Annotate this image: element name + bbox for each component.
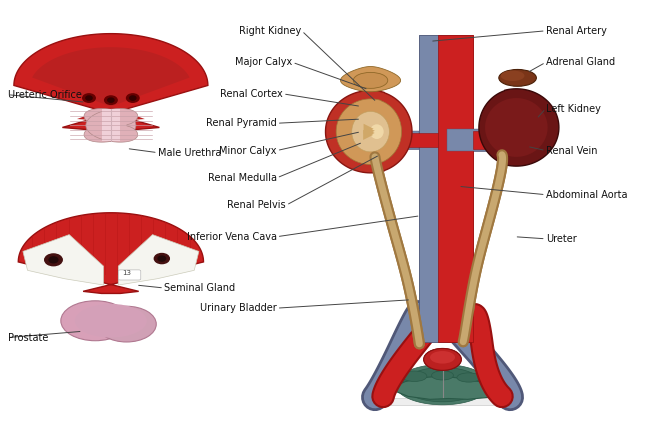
Polygon shape bbox=[364, 128, 375, 138]
Ellipse shape bbox=[370, 124, 384, 139]
Polygon shape bbox=[380, 131, 419, 149]
Text: Right Kidney: Right Kidney bbox=[239, 26, 302, 36]
Text: Abdominal Aorta: Abdominal Aorta bbox=[546, 190, 627, 200]
Polygon shape bbox=[23, 235, 103, 285]
Polygon shape bbox=[32, 47, 190, 121]
Polygon shape bbox=[419, 35, 447, 342]
Text: Major Calyx: Major Calyx bbox=[235, 58, 292, 67]
Text: Inferior Vena Cava: Inferior Vena Cava bbox=[186, 232, 277, 242]
Polygon shape bbox=[419, 35, 447, 342]
Ellipse shape bbox=[457, 373, 481, 382]
Text: Ureter: Ureter bbox=[546, 234, 577, 244]
Circle shape bbox=[83, 94, 95, 102]
Ellipse shape bbox=[430, 351, 455, 364]
Text: Renal Medulla: Renal Medulla bbox=[208, 173, 277, 183]
Text: Minor Calyx: Minor Calyx bbox=[219, 146, 277, 156]
Text: Urinary Bladder: Urinary Bladder bbox=[200, 303, 277, 313]
Ellipse shape bbox=[501, 71, 524, 81]
Circle shape bbox=[158, 256, 166, 261]
Circle shape bbox=[45, 254, 62, 266]
Circle shape bbox=[104, 96, 117, 104]
Polygon shape bbox=[363, 130, 373, 140]
Polygon shape bbox=[402, 368, 482, 402]
Text: Left Kidney: Left Kidney bbox=[546, 104, 600, 113]
Ellipse shape bbox=[97, 306, 156, 342]
Text: Ureteric Orifice: Ureteric Orifice bbox=[8, 90, 81, 100]
Polygon shape bbox=[377, 133, 437, 148]
Ellipse shape bbox=[353, 72, 388, 88]
Ellipse shape bbox=[424, 349, 461, 371]
Polygon shape bbox=[118, 235, 199, 285]
Polygon shape bbox=[101, 110, 120, 141]
Text: Renal Vein: Renal Vein bbox=[546, 146, 597, 156]
Polygon shape bbox=[373, 398, 511, 406]
Polygon shape bbox=[390, 376, 499, 399]
Text: Renal Artery: Renal Artery bbox=[546, 26, 607, 36]
Polygon shape bbox=[364, 124, 373, 134]
Circle shape bbox=[130, 96, 136, 100]
Text: Seminal Gland: Seminal Gland bbox=[164, 283, 235, 293]
Polygon shape bbox=[365, 126, 375, 136]
Polygon shape bbox=[395, 365, 490, 405]
Polygon shape bbox=[437, 35, 473, 342]
Polygon shape bbox=[14, 34, 208, 132]
Text: Renal Cortex: Renal Cortex bbox=[220, 89, 283, 99]
Polygon shape bbox=[18, 213, 203, 294]
Text: Adrenal Gland: Adrenal Gland bbox=[546, 58, 615, 67]
Circle shape bbox=[49, 257, 58, 263]
Text: Prostate: Prostate bbox=[8, 332, 48, 343]
Ellipse shape bbox=[430, 351, 455, 364]
Polygon shape bbox=[341, 66, 401, 92]
Polygon shape bbox=[84, 109, 136, 142]
Text: Renal Pyramid: Renal Pyramid bbox=[206, 118, 277, 128]
Ellipse shape bbox=[424, 349, 461, 371]
Polygon shape bbox=[473, 131, 496, 149]
Ellipse shape bbox=[432, 371, 453, 380]
Ellipse shape bbox=[75, 304, 147, 338]
Text: Male Urethra: Male Urethra bbox=[158, 148, 221, 158]
Polygon shape bbox=[378, 131, 419, 149]
Polygon shape bbox=[437, 35, 473, 342]
Polygon shape bbox=[86, 109, 138, 142]
Text: Renal Pelvis: Renal Pelvis bbox=[228, 200, 286, 210]
Circle shape bbox=[154, 253, 170, 264]
Polygon shape bbox=[479, 89, 559, 166]
Circle shape bbox=[126, 94, 139, 102]
Circle shape bbox=[86, 96, 92, 100]
Ellipse shape bbox=[61, 301, 130, 341]
Circle shape bbox=[108, 98, 114, 102]
Polygon shape bbox=[447, 129, 497, 151]
Polygon shape bbox=[326, 91, 412, 173]
Ellipse shape bbox=[499, 69, 537, 86]
FancyBboxPatch shape bbox=[118, 270, 141, 280]
Polygon shape bbox=[336, 99, 402, 165]
Polygon shape bbox=[447, 129, 497, 151]
Ellipse shape bbox=[402, 371, 427, 382]
Text: 13: 13 bbox=[123, 270, 132, 276]
Polygon shape bbox=[352, 112, 390, 152]
Polygon shape bbox=[377, 133, 437, 148]
Polygon shape bbox=[473, 131, 496, 149]
Polygon shape bbox=[485, 98, 548, 157]
